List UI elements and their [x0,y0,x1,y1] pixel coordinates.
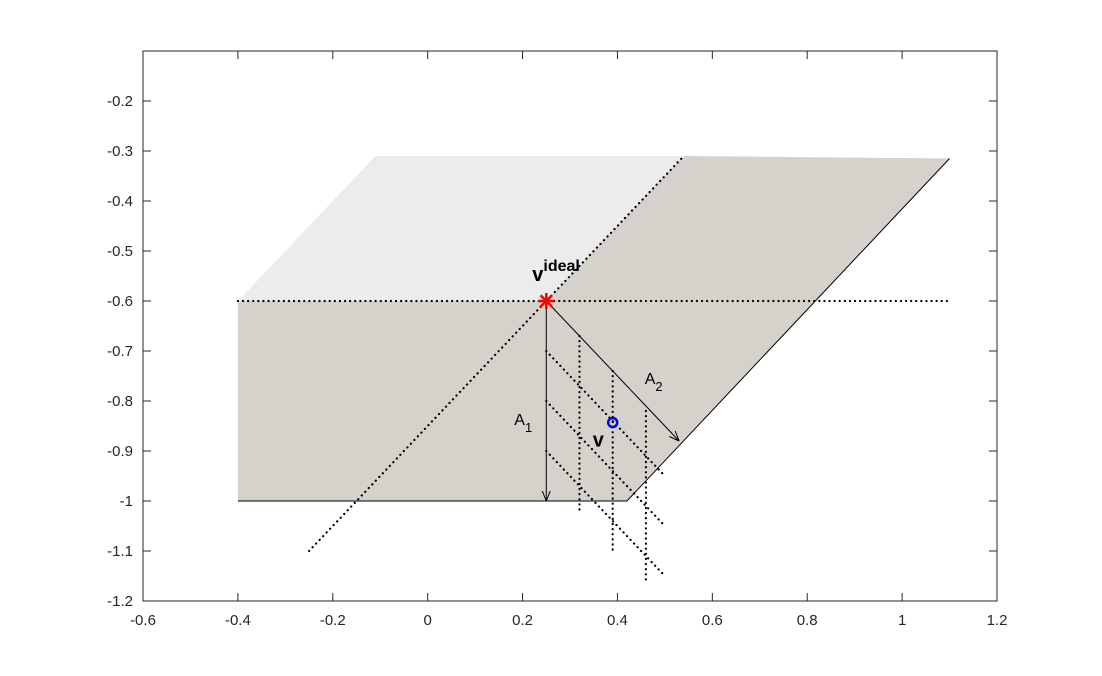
annotation-text: A [514,412,525,429]
annotation-subscript: 2 [655,379,662,394]
annotation: A1 [514,412,532,435]
x-tick-label: -0.4 [225,612,251,629]
x-tick-label: -0.2 [320,612,346,629]
annotation-text: v [532,264,544,286]
x-tick-label: 0 [423,612,431,629]
y-tick-label: -0.6 [107,293,133,310]
axes-box [142,50,998,602]
annotation-text: A [645,371,656,388]
x-tick-label: 0.2 [512,612,533,629]
arrow [545,300,679,441]
annotation-superscript: ideal [543,258,579,275]
annotation: v [593,430,605,452]
dotted-line [545,349,666,478]
region [237,156,950,501]
circle-stroke [606,416,619,429]
dotted-line [545,399,666,528]
y-tick-label: -0.5 [107,243,133,260]
region [237,156,684,301]
dotted-line [545,449,666,578]
y-tick-label: -0.8 [107,393,133,410]
y-tick-label: -0.2 [107,93,133,110]
y-tick-label: -0.9 [107,443,133,460]
annotation: videal [532,258,580,286]
y-tick-label: -0.3 [107,143,133,160]
x-tick-label: 1.2 [987,612,1008,629]
x-tick-label: 0.6 [702,612,723,629]
annotation-text: v [593,430,605,452]
x-tick-label: 1 [898,612,906,629]
annotation: A2 [645,371,663,394]
x-tick-label: -0.6 [130,612,156,629]
star-stroke [539,294,553,308]
y-tick-label: -0.4 [107,193,133,210]
dotted-line [307,154,685,553]
x-tick-label: 0.8 [797,612,818,629]
y-tick-label: -0.7 [107,343,133,360]
circle-marker [606,416,619,429]
y-tick-label: -1.2 [107,593,133,610]
x-tick-label: 0.4 [607,612,628,629]
y-tick-label: -1 [120,493,133,510]
star-marker [538,293,555,309]
y-tick-label: -1.1 [107,543,133,560]
edge-line [237,158,950,502]
annotation-subscript: 1 [525,420,532,435]
